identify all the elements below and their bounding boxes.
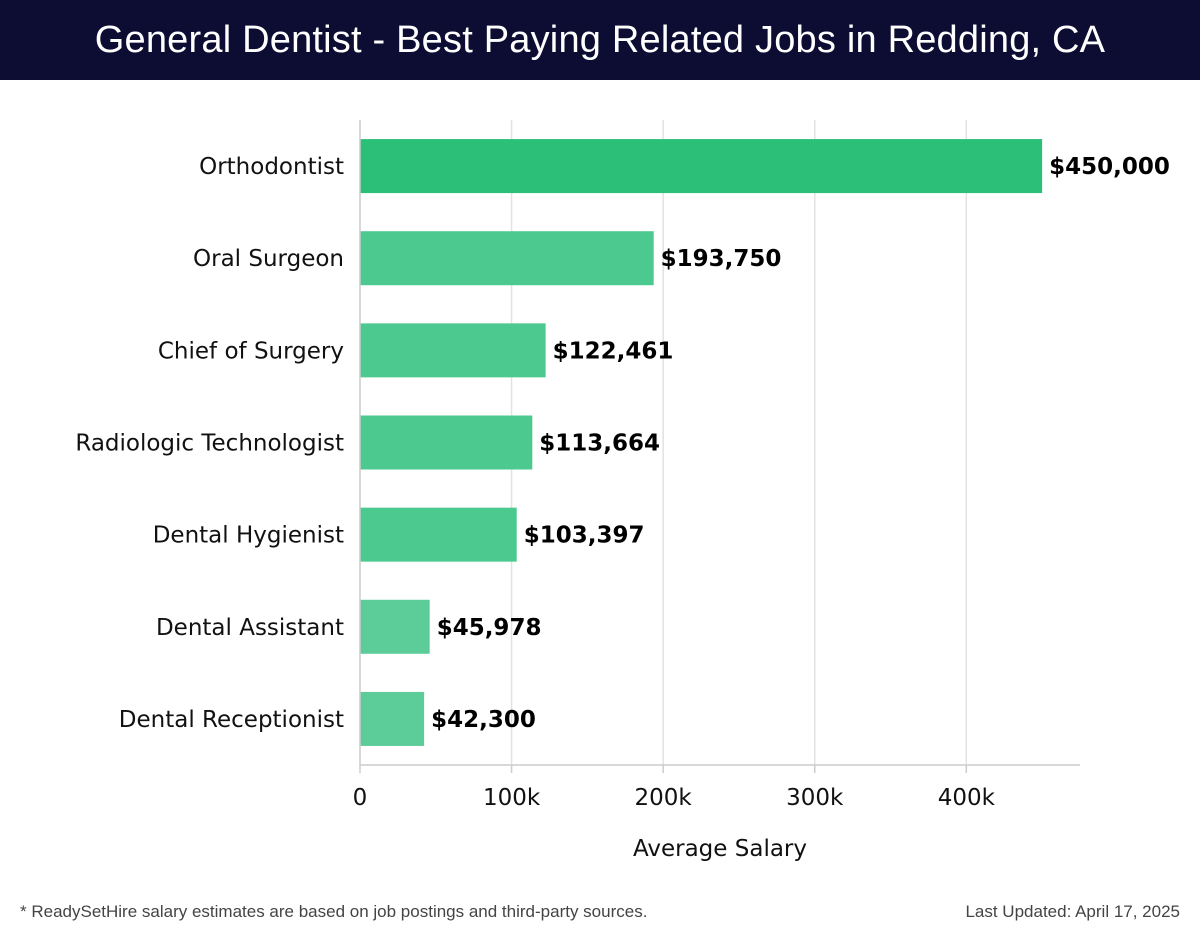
value-label: $103,397 xyxy=(524,523,645,549)
x-axis-title: Average Salary xyxy=(633,836,807,862)
bar-dental-hygienist xyxy=(360,507,517,562)
bar-dental-receptionist xyxy=(360,691,425,746)
x-tick-label: 400k xyxy=(938,785,996,811)
value-label: $122,461 xyxy=(553,338,674,364)
bar-oral-surgeon xyxy=(360,231,654,286)
value-label: $450,000 xyxy=(1049,154,1170,180)
bar-dental-assistant xyxy=(360,599,430,654)
category-label: Dental Hygienist xyxy=(153,523,344,549)
x-tick-label: 200k xyxy=(635,785,693,811)
bar-chart: $450,000 $193,750 $122,461 $113,664 $103,397… xyxy=(75,120,1170,862)
axes: 0 100k 200k 300k 400k Orthodontist Oral Surgeo… xyxy=(75,120,1080,811)
bar-chief-of-surgery xyxy=(360,323,546,378)
category-label: Chief of Surgery xyxy=(158,338,344,364)
value-label: $113,664 xyxy=(539,431,660,457)
category-label: Dental Receptionist xyxy=(119,707,344,733)
category-label: Orthodontist xyxy=(199,154,344,180)
last-updated: Last Updated: April 17, 2025 xyxy=(965,902,1180,921)
value-label: $193,750 xyxy=(661,246,782,272)
value-label: $45,978 xyxy=(437,615,542,641)
value-label: $42,300 xyxy=(431,707,536,733)
category-label: Dental Assistant xyxy=(156,615,344,641)
chart-header: General Dentist - Best Paying Related Jo… xyxy=(0,0,1200,80)
category-label: Radiologic Technologist xyxy=(75,431,344,457)
chart-title: General Dentist - Best Paying Related Jo… xyxy=(94,18,1106,61)
bar-orthodontist xyxy=(360,139,1043,194)
footer-note: * ReadySetHire salary estimates are base… xyxy=(20,902,648,921)
category-label: Oral Surgeon xyxy=(193,246,344,272)
bar-radiologic-technologist xyxy=(360,415,533,470)
x-tick-label: 0 xyxy=(353,785,368,811)
x-tick-label: 300k xyxy=(786,785,844,811)
bars: $450,000 $193,750 $122,461 $113,664 $103,397… xyxy=(360,139,1170,746)
x-tick-label: 100k xyxy=(483,785,541,811)
